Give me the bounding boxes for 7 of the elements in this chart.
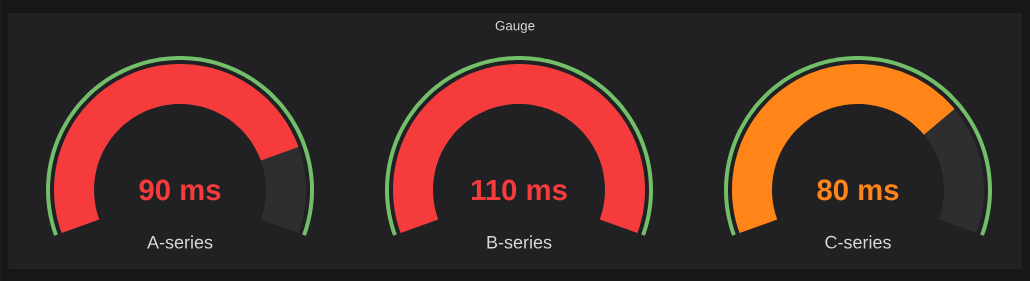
category-label: B-series (487, 235, 552, 249)
category-label: C-series (825, 235, 891, 249)
data-label: 90 ms (139, 179, 221, 201)
text: Gauge (495, 20, 535, 34)
data-label: 80 ms (817, 179, 899, 201)
category-label: A-series (147, 235, 213, 249)
data-label: 110 ms (471, 179, 567, 201)
